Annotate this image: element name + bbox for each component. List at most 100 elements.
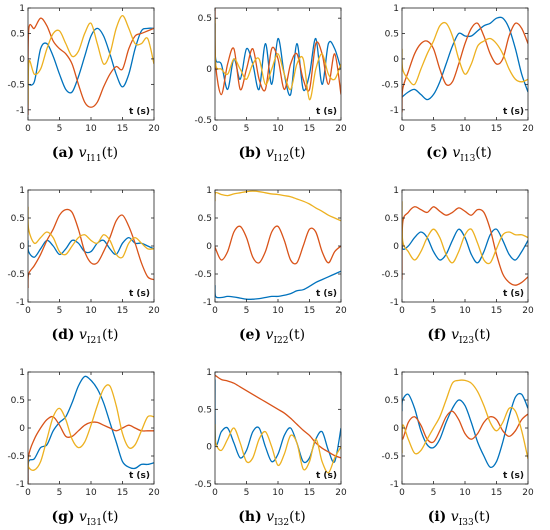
caption-letter: (f) bbox=[427, 327, 446, 343]
caption-letter: (d) bbox=[52, 327, 75, 343]
subplot-e: 0 5 10 15 20 1 0.5 0 -0.5 -1 t (s) (e) vI22(t) bbox=[194, 186, 347, 346]
caption-letter: (b) bbox=[239, 145, 262, 161]
x-tick-label: 10 bbox=[85, 488, 97, 498]
caption-subscript: I33 bbox=[459, 518, 474, 528]
x-tick-label: 20 bbox=[148, 488, 160, 498]
series-line-yellow bbox=[215, 190, 341, 222]
series-line-yellow bbox=[402, 201, 528, 265]
axes-box bbox=[401, 371, 529, 485]
x-tick-label: 15 bbox=[491, 488, 502, 498]
y-tick-label: 0 bbox=[206, 65, 212, 75]
axes-box bbox=[401, 189, 529, 303]
series-line-blue bbox=[28, 27, 154, 94]
subplot-caption: (a) vI11(t) bbox=[52, 145, 118, 164]
series-line-yellow bbox=[215, 424, 341, 474]
x-tick-label: 10 bbox=[459, 306, 471, 316]
caption-letter: (g) bbox=[52, 509, 75, 525]
series-line-yellow bbox=[28, 384, 154, 471]
series-line-red bbox=[28, 208, 154, 289]
x-tick-label: 10 bbox=[272, 488, 284, 498]
caption-argument: (t) bbox=[102, 327, 119, 343]
x-tick-label: 20 bbox=[335, 488, 347, 498]
caption-subscript: I13 bbox=[460, 154, 475, 164]
caption-argument: (t) bbox=[475, 145, 492, 161]
x-tick-label: 5 bbox=[57, 306, 63, 316]
y-tick-label: -0.5 bbox=[7, 80, 25, 90]
caption-subscript: I31 bbox=[87, 518, 102, 528]
x-axis-label: t (s) bbox=[129, 471, 150, 481]
x-tick-label: 10 bbox=[85, 124, 97, 134]
subplot-caption: (e) vI22(t) bbox=[239, 327, 305, 346]
series-line-blue bbox=[402, 392, 528, 469]
subplot-caption: (d) vI21(t) bbox=[52, 327, 119, 346]
y-tick-label: 1 bbox=[19, 4, 25, 14]
x-tick-label: 10 bbox=[459, 124, 471, 134]
x-tick-label: 10 bbox=[459, 488, 471, 498]
x-tick-label: 0 bbox=[25, 124, 31, 134]
y-tick-label: 0.5 bbox=[385, 29, 399, 39]
series-line-blue bbox=[402, 16, 528, 101]
series-line-red bbox=[215, 225, 341, 265]
caption-subscript: I23 bbox=[459, 336, 474, 346]
series-line-red bbox=[215, 374, 341, 459]
y-tick-label: 0.5 bbox=[11, 29, 25, 39]
caption-letter: (h) bbox=[238, 509, 261, 525]
series-line-red bbox=[215, 8, 341, 96]
y-tick-label: -0.5 bbox=[7, 270, 25, 280]
x-tick-label: 0 bbox=[25, 488, 31, 498]
axes-box bbox=[401, 7, 529, 121]
subplot-caption: (f) vI23(t) bbox=[427, 327, 490, 346]
caption-letter: (a) bbox=[52, 145, 74, 161]
y-tick-label: 0 bbox=[19, 242, 25, 252]
y-tick-label: -0.5 bbox=[194, 116, 212, 126]
y-tick-label: 1 bbox=[393, 4, 399, 14]
series-line-yellow bbox=[28, 14, 154, 105]
subplot-g: 0 5 10 15 20 1 0.5 0 -0.5 -1 t (s) (g) vI31(t) bbox=[7, 368, 160, 528]
caption-argument: (t) bbox=[474, 327, 491, 343]
caption-variable: v bbox=[451, 327, 459, 343]
x-tick-label: 20 bbox=[335, 306, 347, 316]
x-tick-label: 0 bbox=[212, 124, 218, 134]
caption-subscript: I32 bbox=[274, 518, 289, 528]
subplot-i: 0 5 10 15 20 1 0.5 0 -0.5 -1 t (s) (i) vI33(t) bbox=[381, 368, 534, 528]
caption-letter: (e) bbox=[239, 327, 261, 343]
subplot-caption: (g) vI31(t) bbox=[52, 509, 119, 528]
series-line-yellow bbox=[402, 379, 528, 459]
x-axis-label: t (s) bbox=[316, 107, 337, 117]
y-tick-label: 1 bbox=[206, 368, 212, 378]
x-tick-label: 5 bbox=[57, 124, 63, 134]
y-tick-label: 0 bbox=[393, 55, 399, 65]
x-tick-label: 15 bbox=[117, 488, 128, 498]
y-tick-label: -1 bbox=[390, 480, 399, 490]
y-tick-label: -1 bbox=[203, 298, 212, 308]
y-tick-label: 0.5 bbox=[385, 396, 399, 406]
axes-box bbox=[214, 189, 342, 303]
x-axis-label: t (s) bbox=[129, 107, 150, 117]
series-line-red bbox=[28, 17, 154, 115]
caption-subscript: I11 bbox=[87, 154, 102, 164]
caption-variable: v bbox=[266, 509, 274, 525]
x-tick-label: 20 bbox=[522, 488, 534, 498]
x-tick-label: 5 bbox=[244, 124, 250, 134]
y-tick-label: -0.5 bbox=[194, 270, 212, 280]
caption-argument: (t) bbox=[102, 509, 119, 525]
y-tick-label: -0.5 bbox=[194, 480, 212, 490]
series-line-blue bbox=[28, 375, 154, 482]
y-tick-label: -1 bbox=[16, 298, 25, 308]
x-tick-label: 20 bbox=[148, 124, 160, 134]
caption-argument: (t) bbox=[102, 145, 119, 161]
y-tick-label: 1 bbox=[19, 368, 25, 378]
x-tick-label: 0 bbox=[212, 306, 218, 316]
caption-variable: v bbox=[266, 145, 274, 161]
caption-subscript: I12 bbox=[274, 154, 289, 164]
caption-subscript: I21 bbox=[87, 336, 102, 346]
y-tick-label: -0.5 bbox=[381, 452, 399, 462]
x-tick-label: 5 bbox=[431, 488, 437, 498]
x-tick-label: 15 bbox=[304, 124, 315, 134]
subplot-d: 0 5 10 15 20 1 0.5 0 -0.5 -1 t (s) (d) vI21(t) bbox=[7, 186, 160, 346]
series-line-yellow bbox=[402, 21, 528, 86]
y-tick-label: 0.5 bbox=[198, 405, 212, 415]
y-tick-label: 0 bbox=[206, 443, 212, 453]
subplot-b: 0 5 10 15 200.50-0.5t (s)(b) vI12(t) bbox=[194, 7, 347, 164]
